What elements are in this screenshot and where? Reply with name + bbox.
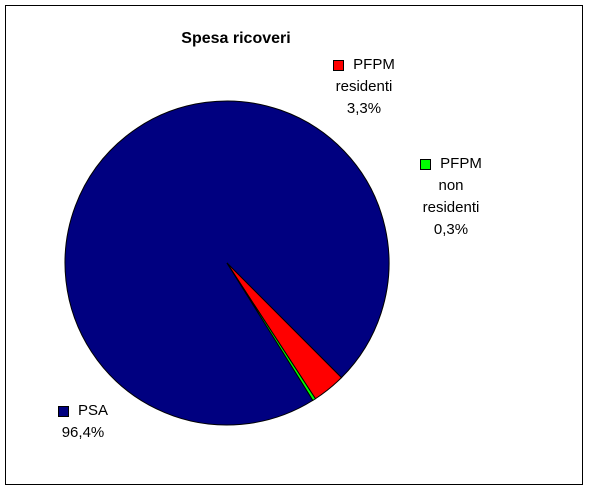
slice-percent: 0,3% bbox=[433, 221, 469, 238]
label-pfpm-residenti: PFPM residenti 3,3% bbox=[319, 54, 409, 120]
chart-frame: Spesa ricoveri PFPM residenti 3,3% PFPM … bbox=[5, 5, 583, 485]
slice-percent: 3,3% bbox=[346, 100, 382, 117]
legend-swatch-pfpm-non-residenti bbox=[420, 158, 432, 170]
slice-name-line: PSA bbox=[77, 402, 108, 419]
label-pfpm-non-residenti: PFPM non residenti 0,3% bbox=[406, 153, 496, 241]
slice-name-line: PFPM bbox=[353, 56, 395, 73]
slice-name-line: PFPM bbox=[440, 155, 482, 172]
slice-name-line: residenti bbox=[335, 78, 393, 95]
slice-name-line: residenti bbox=[422, 199, 480, 216]
legend-swatch-pfpm-residenti bbox=[333, 59, 345, 71]
slice-percent: 96,4% bbox=[61, 424, 105, 441]
legend-swatch-psa bbox=[57, 405, 69, 417]
pie-chart bbox=[64, 100, 390, 426]
slice-name-line: non bbox=[438, 177, 464, 194]
chart-title: Spesa ricoveri bbox=[181, 30, 291, 47]
label-psa: PSA 96,4% bbox=[38, 400, 128, 444]
pie-slice-pfpm-non-residenti bbox=[226, 262, 317, 402]
